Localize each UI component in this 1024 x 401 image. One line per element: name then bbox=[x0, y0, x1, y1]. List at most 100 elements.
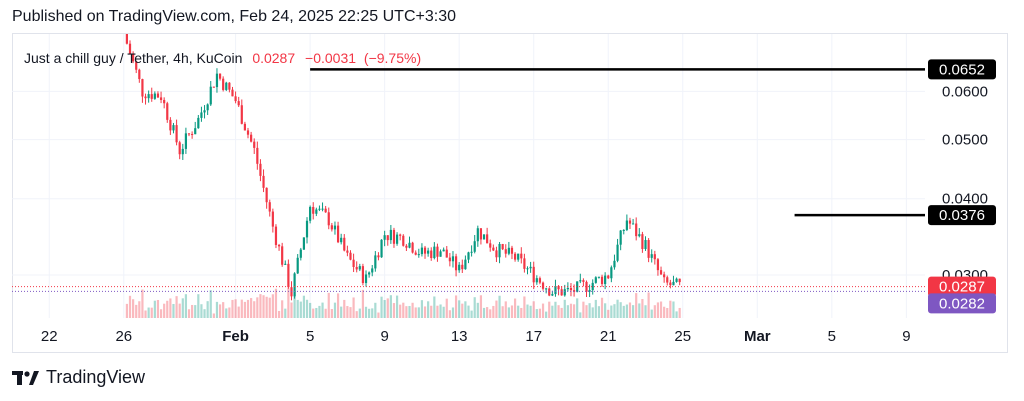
candle-body bbox=[594, 277, 597, 283]
volume-bar bbox=[215, 301, 219, 318]
volume-bar bbox=[392, 303, 396, 318]
candle-body bbox=[569, 287, 573, 291]
candle-body bbox=[256, 147, 259, 164]
candle-body bbox=[597, 276, 601, 278]
candle-body bbox=[675, 278, 678, 282]
volume-bar bbox=[619, 302, 622, 318]
volume-bar bbox=[281, 300, 284, 318]
tradingview-logo-icon bbox=[12, 370, 40, 386]
volume-bars bbox=[125, 288, 681, 318]
volume-bar bbox=[427, 301, 430, 318]
volume-bar bbox=[380, 296, 383, 318]
candle-body bbox=[492, 247, 495, 251]
volume-bar bbox=[231, 299, 234, 318]
candle-body bbox=[299, 249, 302, 258]
volume-bar bbox=[178, 303, 181, 318]
volume-bar bbox=[250, 298, 253, 318]
volume-bar bbox=[234, 299, 237, 318]
volume-bar bbox=[526, 304, 529, 318]
volume-bar bbox=[159, 309, 163, 318]
candle-body bbox=[321, 208, 324, 210]
volume-bar bbox=[218, 304, 222, 318]
candle-body bbox=[333, 225, 337, 230]
volume-bar bbox=[132, 299, 135, 318]
candle-body bbox=[277, 244, 281, 247]
volume-bar bbox=[299, 301, 302, 318]
candle-body bbox=[355, 266, 358, 270]
volume-bar bbox=[560, 307, 563, 318]
volume-bar bbox=[243, 301, 247, 318]
volume-bar bbox=[240, 299, 243, 318]
volume-bar bbox=[315, 307, 318, 318]
candle-body bbox=[253, 141, 256, 148]
candle-body bbox=[451, 256, 455, 262]
volume-bar bbox=[445, 298, 448, 318]
candle-body bbox=[346, 250, 349, 253]
candle-body bbox=[259, 163, 262, 176]
candle-body bbox=[647, 240, 650, 258]
candle-body bbox=[420, 247, 424, 255]
candle-body bbox=[312, 206, 315, 214]
volume-bar bbox=[666, 307, 669, 318]
volume-bar bbox=[675, 311, 678, 318]
price-change: −0.0031 bbox=[305, 50, 357, 66]
volume-bar bbox=[638, 303, 641, 318]
volume-bar bbox=[464, 301, 467, 318]
volume-bar bbox=[613, 304, 616, 318]
candle-body bbox=[371, 268, 374, 273]
candle-body bbox=[392, 229, 396, 244]
candle-body bbox=[399, 234, 402, 236]
volume-bar bbox=[678, 307, 681, 318]
candle-body bbox=[448, 257, 451, 262]
candle-body bbox=[191, 133, 194, 135]
volume-bar bbox=[548, 301, 551, 318]
candle-body bbox=[349, 252, 352, 260]
volume-bar bbox=[169, 298, 172, 318]
candle-body bbox=[200, 112, 203, 118]
volume-bar bbox=[653, 305, 656, 318]
volume-bar bbox=[166, 300, 169, 318]
candle-body bbox=[454, 256, 458, 271]
candle-body bbox=[513, 253, 517, 260]
candle-body bbox=[467, 252, 470, 260]
candle-body bbox=[529, 266, 532, 269]
price-tick-label: 0.0400 bbox=[942, 191, 988, 208]
volume-bar bbox=[191, 304, 194, 318]
candle-body bbox=[234, 96, 237, 102]
volume-bar bbox=[349, 307, 352, 318]
candle-body bbox=[545, 288, 548, 290]
candle-body bbox=[678, 278, 681, 283]
candle-body bbox=[153, 93, 156, 99]
candle-body bbox=[470, 251, 473, 253]
volume-bar bbox=[423, 306, 427, 318]
volume-bar bbox=[492, 305, 495, 318]
candle-body bbox=[271, 211, 274, 227]
candle-body bbox=[504, 249, 507, 254]
volume-bar bbox=[181, 298, 184, 318]
candle-body bbox=[628, 220, 632, 224]
candle-body bbox=[489, 243, 492, 248]
volume-bar bbox=[206, 301, 209, 318]
candle-body bbox=[541, 282, 545, 289]
candle-body bbox=[517, 253, 520, 260]
candle-body bbox=[262, 175, 265, 188]
volume-bar bbox=[262, 295, 265, 318]
volume-bar bbox=[498, 295, 501, 318]
volume-bar bbox=[405, 306, 408, 318]
volume-bar bbox=[576, 298, 579, 318]
volume-bar bbox=[402, 302, 405, 318]
footer-brand[interactable]: TradingView bbox=[12, 367, 145, 388]
volume-bar bbox=[343, 299, 346, 318]
price-badge bbox=[928, 205, 996, 226]
candle-body bbox=[178, 142, 181, 155]
volume-bar bbox=[256, 297, 259, 318]
candle-body bbox=[197, 117, 200, 129]
volume-bar bbox=[579, 312, 582, 318]
volume-bar bbox=[284, 308, 287, 318]
volume-bar bbox=[386, 298, 389, 318]
candle-body bbox=[194, 128, 197, 135]
volume-bar bbox=[672, 301, 675, 318]
volume-bar bbox=[399, 304, 402, 318]
volume-bar bbox=[513, 298, 517, 318]
